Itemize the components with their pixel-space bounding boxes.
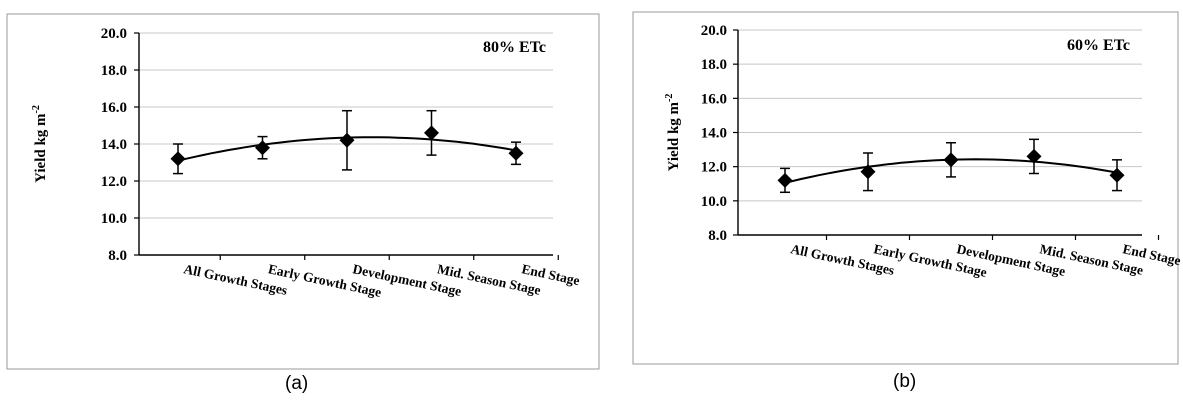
data-point: [255, 140, 270, 156]
chart-frame-b: [632, 11, 1179, 365]
y-tick-label: 20.0: [101, 26, 127, 42]
panel-caption-a: (a): [285, 373, 309, 394]
y-tick-label: 10.0: [701, 194, 727, 210]
data-point: [508, 145, 524, 161]
y-tick-label: 20.0: [701, 23, 727, 39]
y-tick-label: 14.0: [101, 137, 127, 153]
data-point: [339, 132, 355, 148]
data-point: [1026, 148, 1042, 164]
panel-caption-b: (b): [893, 371, 917, 392]
data-point: [943, 152, 959, 168]
y-tick-label: 10.0: [101, 211, 127, 227]
y-tick-label: 12.0: [701, 160, 727, 176]
data-point: [170, 151, 186, 167]
y-axis-label-superscript: -2: [664, 94, 675, 102]
y-tick-label: 16.0: [701, 91, 727, 107]
data-point: [1109, 167, 1125, 183]
y-tick-label: 18.0: [701, 57, 727, 73]
y-tick-label: 14.0: [701, 126, 727, 142]
series-annotation: 80% ETc: [483, 39, 546, 56]
y-axis-label: Yield kg m-2: [31, 105, 49, 183]
data-point: [777, 172, 793, 188]
data-point: [860, 164, 876, 180]
y-tick-label: 12.0: [101, 174, 127, 190]
y-axis-label: Yield kg m-2: [664, 94, 682, 172]
y-axis-label-text: Yield kg m: [33, 113, 49, 183]
y-tick-label: 18.0: [101, 63, 127, 79]
series-annotation: 60% ETc: [1067, 37, 1130, 54]
y-axis-label-superscript: -2: [31, 105, 42, 113]
y-tick-label: 16.0: [101, 100, 127, 116]
data-point: [424, 125, 439, 141]
y-tick-label: 8.0: [708, 228, 727, 244]
chart-frame-a: [6, 13, 600, 370]
y-axis-label-text: Yield kg m: [666, 101, 682, 171]
y-tick-label: 8.0: [108, 248, 127, 264]
